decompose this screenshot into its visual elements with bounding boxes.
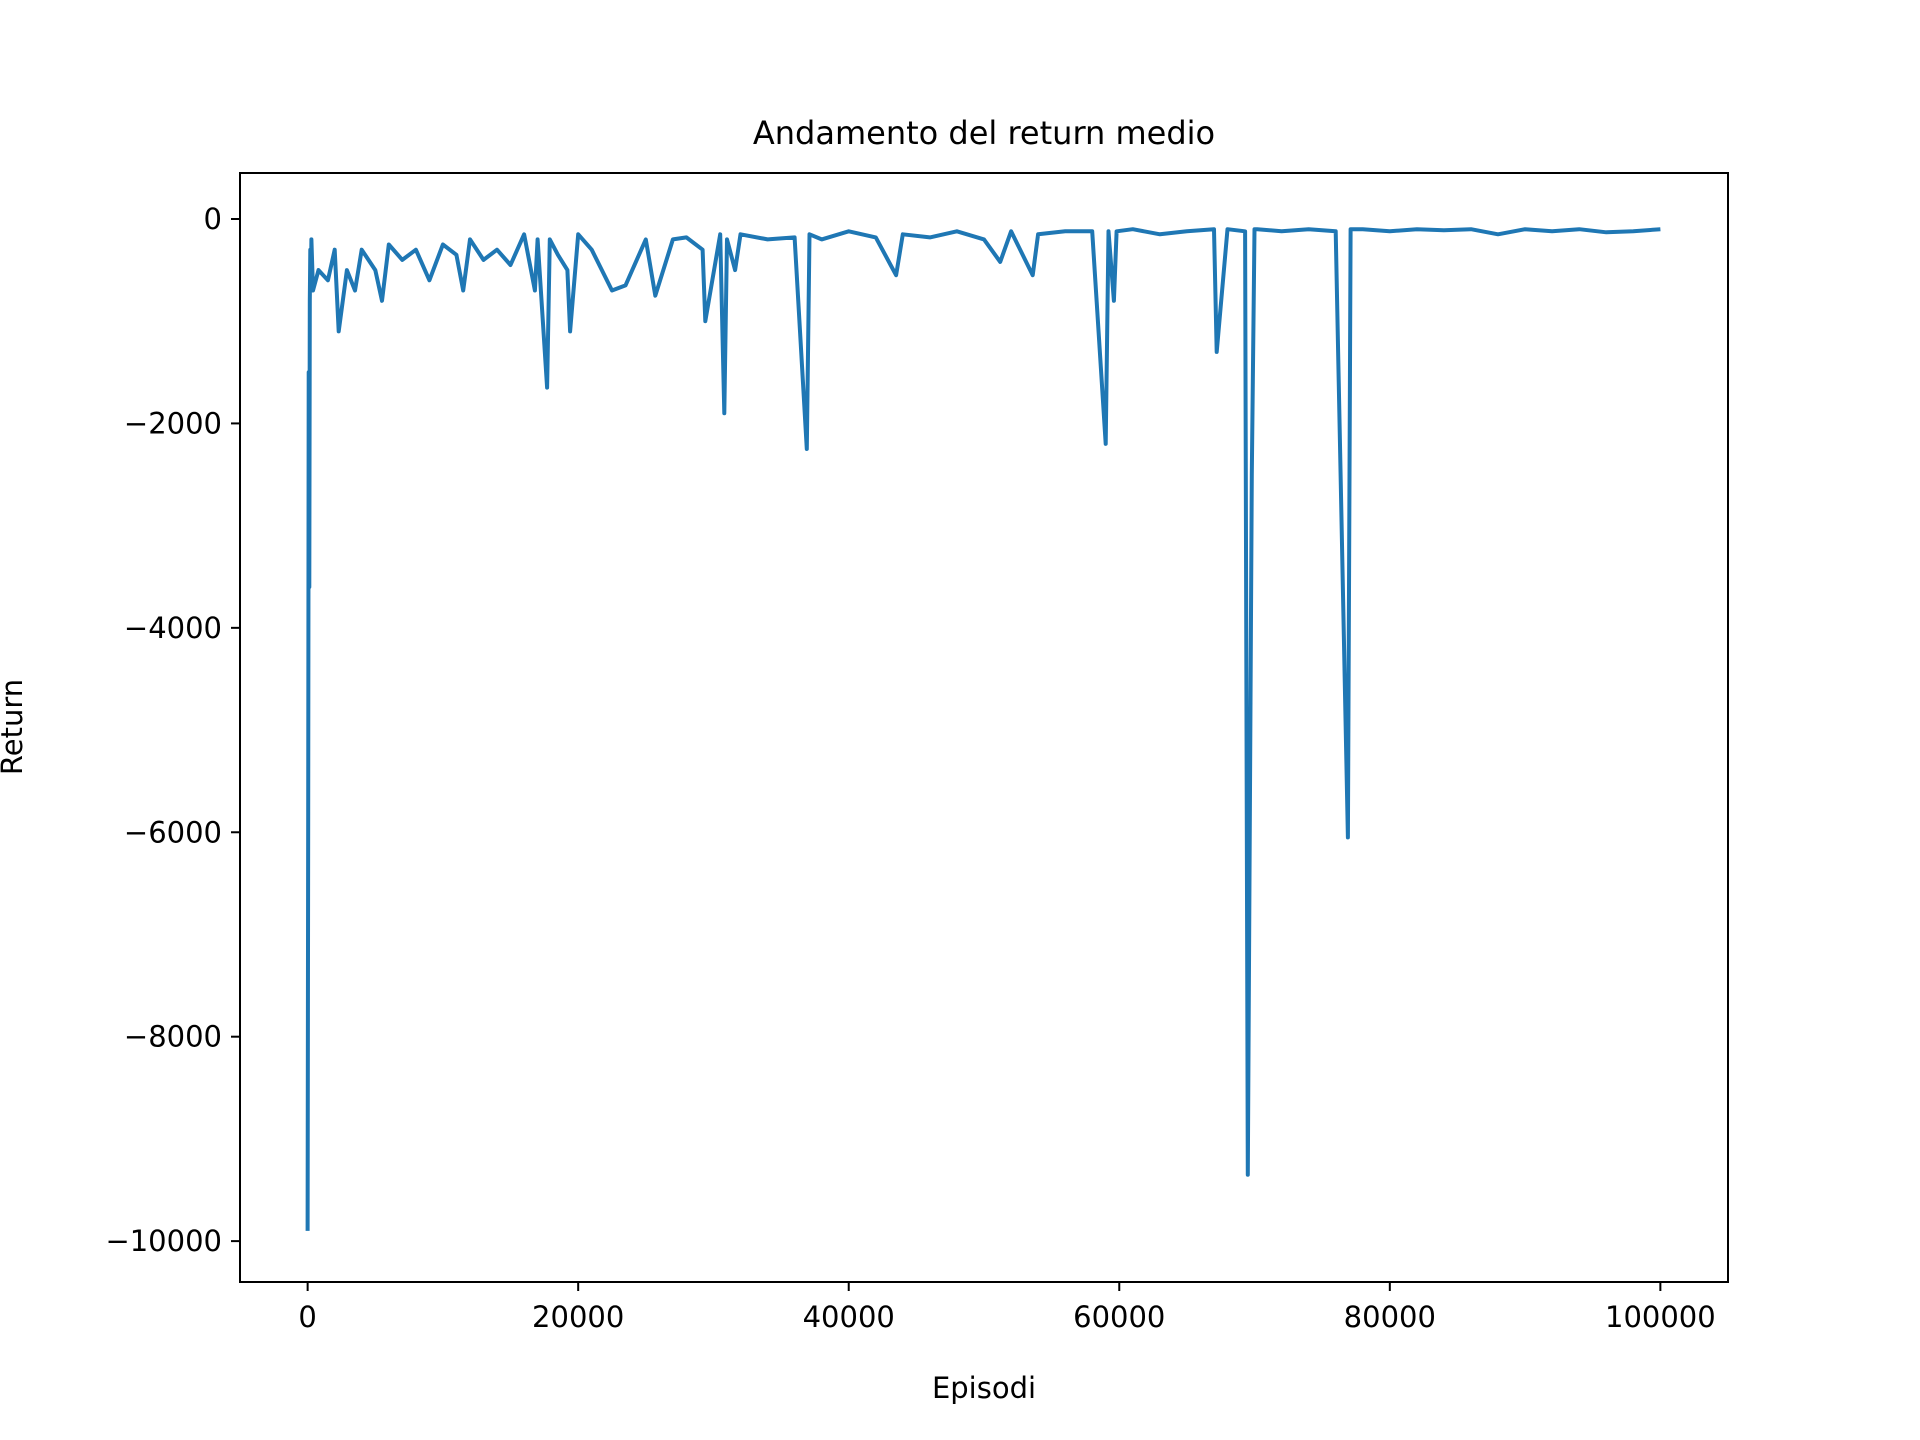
x-tick-label: 40000	[803, 1300, 895, 1334]
y-tick-label: −10000	[105, 1224, 222, 1258]
x-tick-label: 60000	[1073, 1300, 1165, 1334]
x-axis-label: Episodi	[932, 1371, 1036, 1405]
y-tick-label: −2000	[124, 406, 222, 440]
series-layer	[305, 227, 1661, 1231]
x-tick-label: 80000	[1344, 1300, 1436, 1334]
y-ticks: 0 −2000 −4000 −6000 −8000 −10000	[105, 202, 240, 1258]
x-tick-label: 20000	[532, 1300, 624, 1334]
plot-frame	[239, 172, 1729, 1283]
x-ticks: 0 20000 40000 60000 80000 100000	[298, 1282, 1716, 1334]
y-tick-label: −8000	[124, 1020, 222, 1054]
x-tick-label: 0	[298, 1300, 316, 1334]
series-line-0	[305, 227, 1661, 1231]
chart-title: Andamento del return medio	[753, 114, 1215, 152]
y-tick-label: −4000	[124, 611, 222, 645]
y-tick-label: −6000	[124, 815, 222, 849]
y-axis-label: Return	[0, 679, 29, 775]
x-tick-label: 100000	[1605, 1300, 1716, 1334]
y-tick-label: 0	[204, 202, 222, 236]
